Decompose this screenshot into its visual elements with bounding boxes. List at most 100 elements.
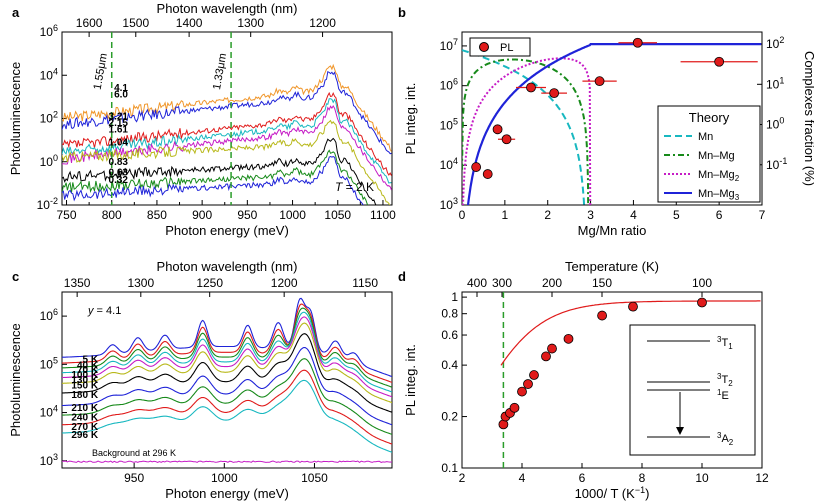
series-label: 2.15	[109, 118, 129, 129]
data-point	[594, 76, 605, 87]
data-point	[549, 88, 560, 99]
theory-curve	[462, 57, 592, 205]
right-tick-label: 10-1	[766, 156, 787, 172]
top-tick-label: 1200	[309, 16, 336, 30]
x-tick-label: 2	[544, 208, 551, 222]
series-label: 0.32	[109, 175, 129, 186]
x-axis-label: Mg/Mn ratio	[578, 223, 647, 238]
series-label: 100 K	[71, 370, 98, 381]
right-tick-label: 101	[766, 75, 784, 91]
y-tick-label: 100	[40, 153, 58, 169]
series-label: 240 K	[71, 412, 98, 423]
y-tick-label: 0.2	[441, 410, 458, 424]
plot-frame	[61, 291, 393, 469]
background-label: Background at 296 K	[92, 448, 176, 458]
y-tick-label: 106	[40, 307, 58, 323]
panel-letter: a	[12, 5, 20, 20]
right-tick-label: 100	[766, 116, 784, 132]
x-tick-label: 1000	[211, 471, 238, 485]
top-axis-label: Temperature (K)	[565, 259, 659, 274]
y-tick-label: 105	[440, 116, 458, 132]
y-tick-label: 107	[440, 37, 458, 53]
y-axis-label: PL integ. int.	[403, 344, 418, 416]
series-line	[62, 137, 377, 205]
x-tick-label: 2	[459, 471, 466, 485]
x-tick-label: 950	[124, 471, 144, 485]
top-tick-label: 1500	[122, 16, 149, 30]
right-tick-label: 102	[766, 35, 784, 51]
series-group	[62, 63, 392, 205]
y-tick-label: 10-2	[37, 196, 58, 212]
x-tick-label: 1050	[301, 471, 328, 485]
theory-curve	[466, 43, 762, 205]
x-axis-label: Photon energy (meV)	[165, 486, 289, 501]
x-tick-label: 6	[716, 208, 723, 222]
data-point	[529, 370, 539, 380]
legend-title: Theory	[689, 110, 730, 125]
x-tick-label: 3	[587, 208, 594, 222]
top-tick-label: 1300	[237, 16, 264, 30]
reference-label: 1.55μm	[92, 52, 110, 90]
series-label: 3.21	[109, 111, 129, 122]
top-tick-label: 1300	[127, 276, 154, 290]
y-tick-label: 0.1	[441, 461, 458, 475]
x-tick-label: 7	[759, 208, 766, 222]
y-axis-label: Photoluminescence	[8, 62, 23, 175]
x-tick-label: 800	[102, 208, 122, 222]
data-point	[471, 162, 482, 172]
legend-label: Mn–Mg2	[698, 169, 740, 183]
top-tick-label: 1600	[76, 16, 103, 30]
series-label: 130 K	[71, 375, 98, 386]
series-line	[62, 155, 364, 205]
level-label: 3A2	[717, 431, 734, 447]
series-label: 40 K	[77, 360, 99, 371]
legend-label: PL	[500, 42, 513, 54]
y-tick-label: 106	[440, 77, 458, 93]
series-line	[62, 119, 391, 205]
series-line	[62, 70, 392, 155]
panel-a: T = 2 K	[61, 31, 393, 206]
level-label: 3T1	[717, 335, 733, 351]
series-label: 296 K	[71, 430, 98, 441]
x-tick-label: 1000	[279, 208, 306, 222]
legend-label: Mn–Mg	[698, 150, 735, 162]
right-axis-label: Complexes fraction (%)	[802, 51, 814, 186]
series-line	[62, 63, 392, 152]
x-tick-label: 1100	[370, 208, 396, 222]
x-tick-label: 950	[237, 208, 257, 222]
series-line	[62, 297, 392, 378]
panel-b	[461, 31, 763, 206]
series-label: 0.63	[109, 168, 129, 179]
x-tick-label: 4	[630, 208, 637, 222]
data-point	[509, 402, 520, 413]
y-axis-label: Photoluminescence	[8, 323, 23, 436]
data-point	[628, 301, 638, 312]
series-label: 180 K	[71, 390, 98, 401]
top-axis-label: Photon wavelength (nm)	[157, 259, 298, 274]
series-line	[62, 346, 392, 426]
series-label: 5 K	[83, 355, 99, 366]
series-label: 1.04	[109, 137, 129, 148]
x-tick-label: 750	[57, 208, 77, 222]
series-line	[62, 379, 392, 453]
x-axis-label: Photon energy (meV)	[165, 223, 289, 238]
series-line	[62, 358, 392, 435]
series-group	[62, 297, 392, 464]
series-line	[62, 303, 392, 383]
y-tick-label: 1	[451, 290, 458, 304]
annotation: T = 2 K	[335, 180, 374, 194]
x-tick-label: 1	[502, 208, 509, 222]
series-label: 150 K	[71, 381, 98, 392]
background-line	[62, 460, 392, 464]
series-line	[62, 307, 392, 388]
legend-marker	[479, 42, 489, 52]
series-label: 0.83	[109, 157, 129, 168]
series-label: 1.61	[109, 124, 129, 135]
x-tick-label: 850	[147, 208, 167, 222]
top-tick-label: 100	[692, 276, 712, 290]
level-label: 3T2	[717, 372, 733, 388]
y-tick-label: 105	[40, 355, 58, 371]
x-tick-label: 4	[519, 471, 526, 485]
data-point	[501, 134, 512, 145]
